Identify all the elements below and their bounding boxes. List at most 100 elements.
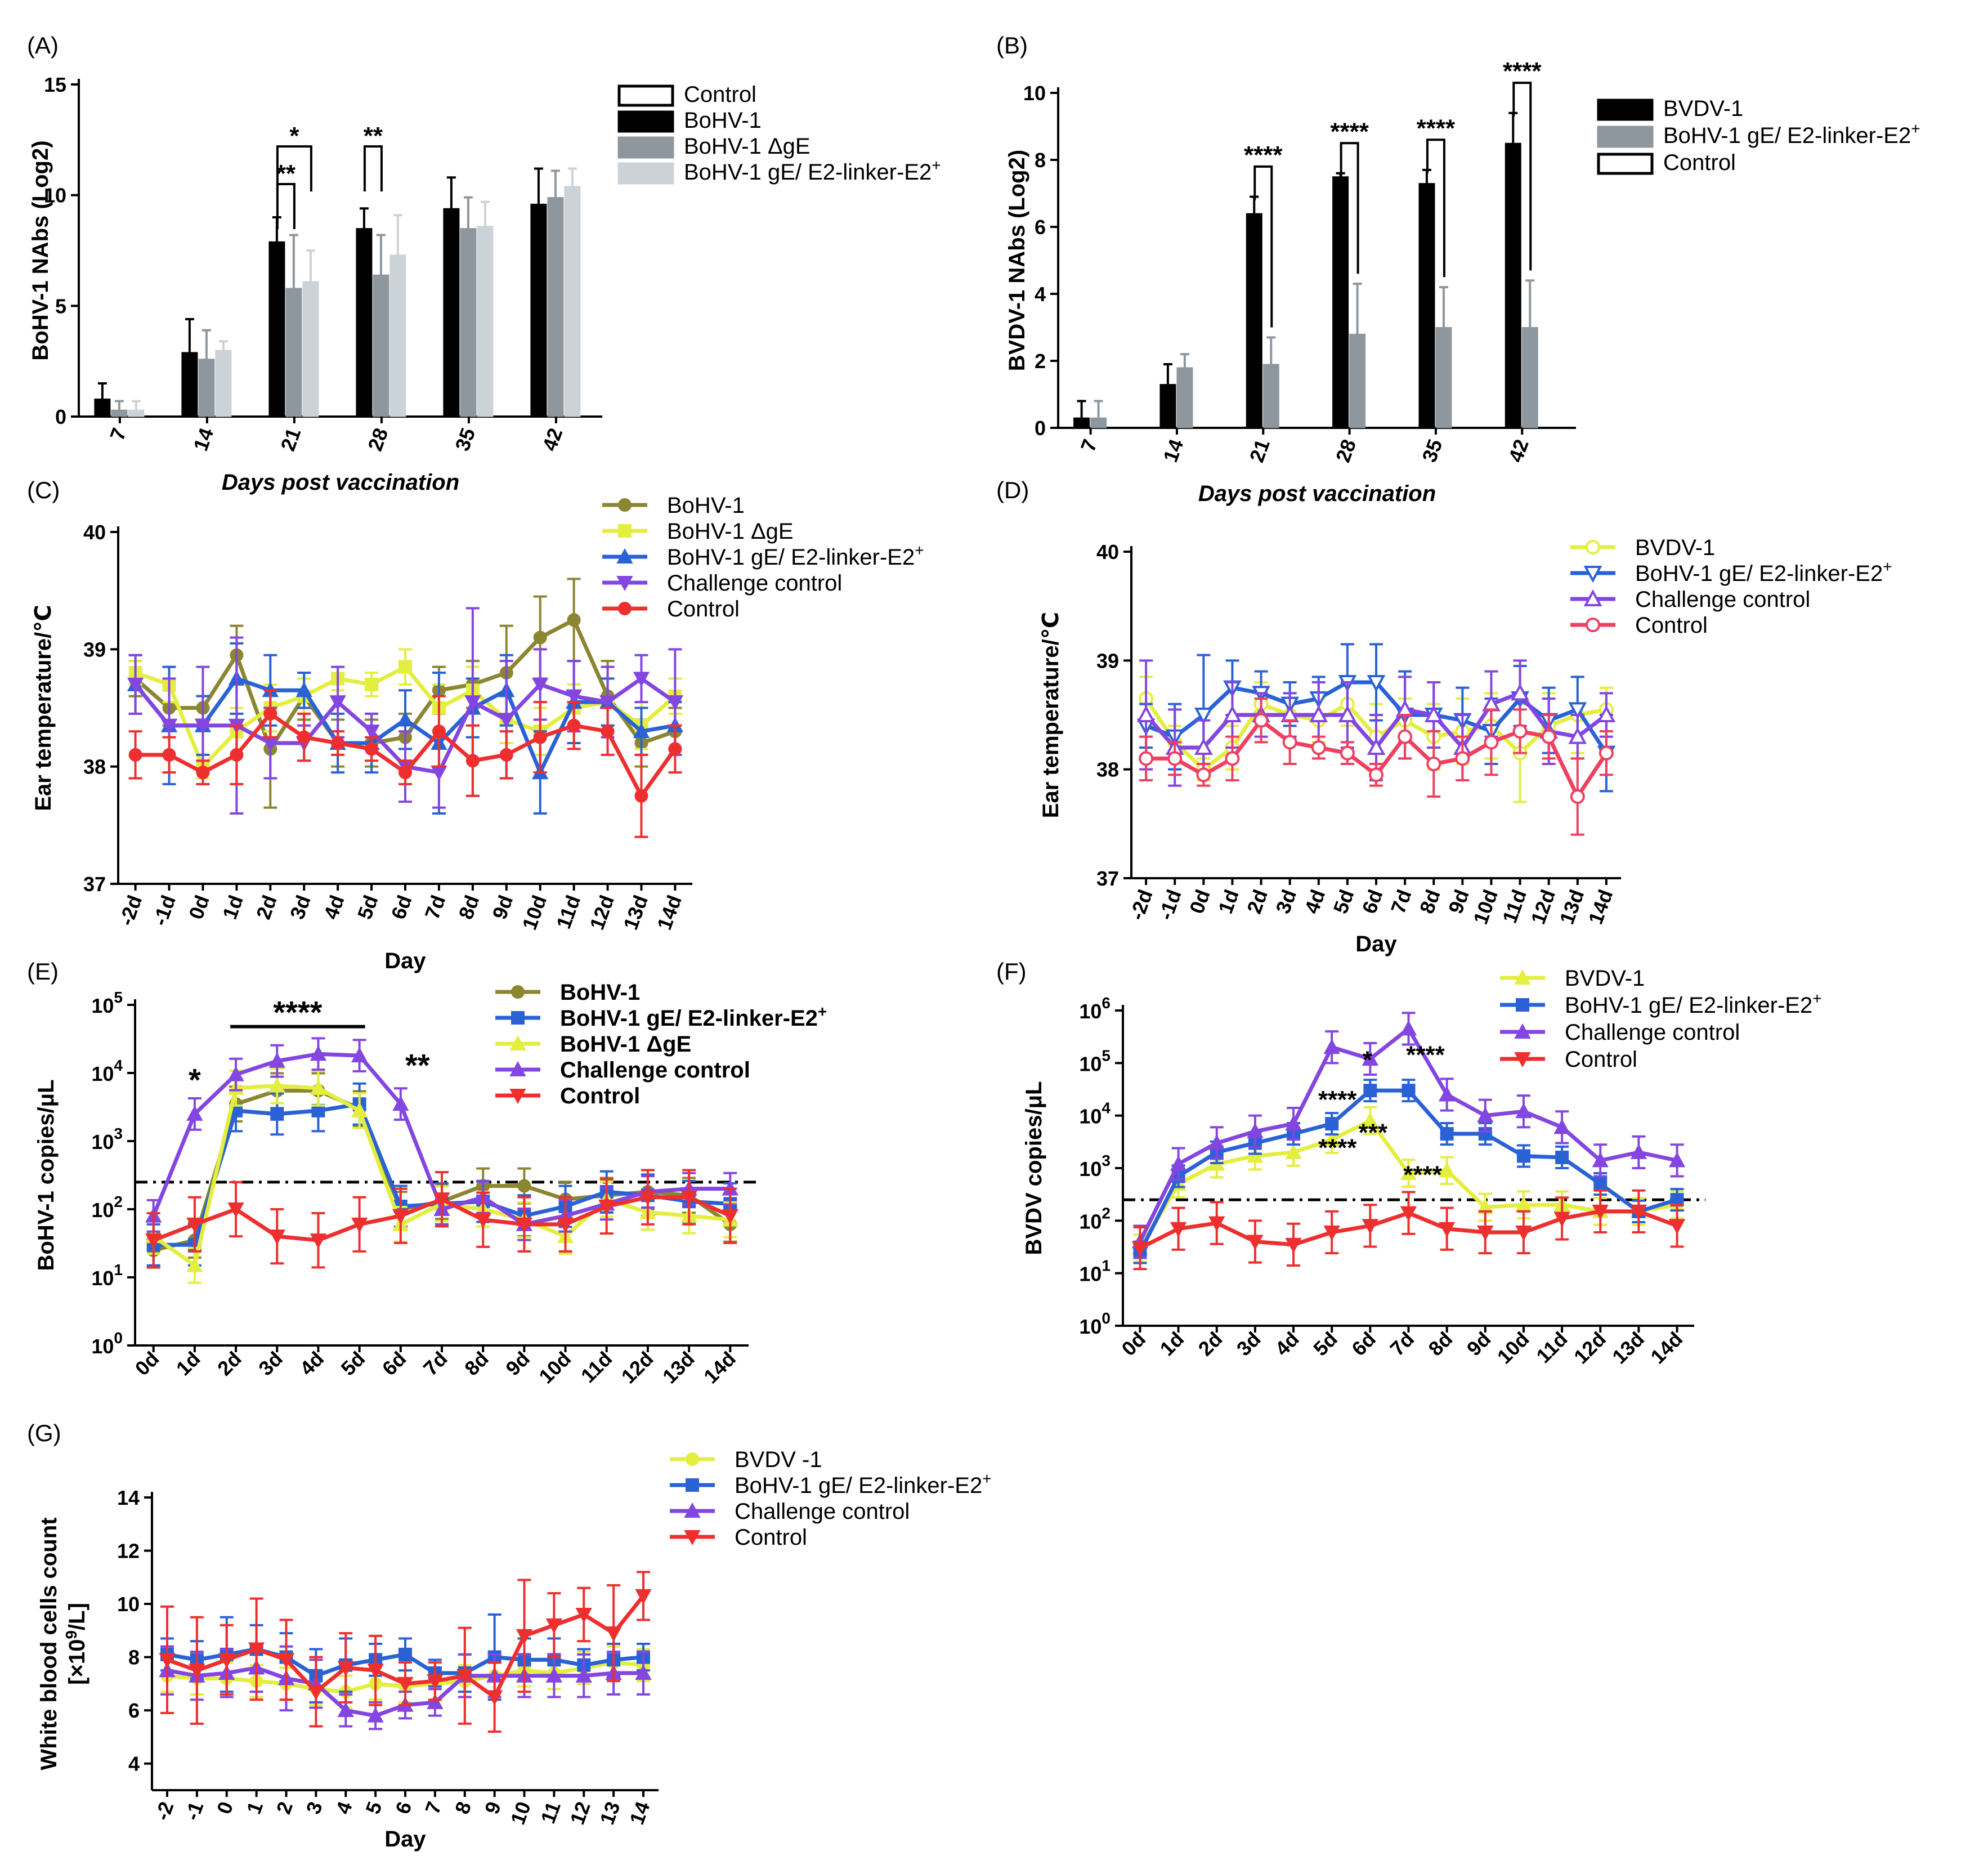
data-point [363,725,380,740]
legend-marker [1514,1052,1531,1068]
significance-label: ** [276,160,296,187]
data-point [1438,1222,1456,1237]
data-point [227,1066,244,1081]
y-tick-label: 0 [55,405,66,428]
data-point [668,742,682,756]
x-axis-title: Days post vaccination [222,470,459,495]
x-tick-label: 1d [172,1347,205,1380]
data-point [270,1107,284,1121]
series [159,1571,652,1733]
data-point [268,1077,285,1093]
y-tick-label: 5 [55,294,66,318]
x-tick-label: 9d [501,1347,534,1380]
x-tick-label: 2d [1242,887,1272,917]
data-point [263,707,277,721]
bar [1332,176,1349,428]
x-tick-label: 14d [1584,887,1618,927]
x-tick-label: 21 [1245,436,1274,466]
x-tick-label: 21 [276,425,305,454]
data-point [601,725,615,739]
significance-label: ** [364,122,383,150]
data-point [1592,1204,1609,1220]
x-tick-label: 10d [1493,1327,1534,1369]
bar [285,288,302,417]
x-tick-label: 5d [353,892,383,923]
bar [198,359,215,417]
x-tick-label: -2d [1125,887,1157,923]
significance-bracket: **** [1503,57,1542,271]
y-axis-title: Ear temperature/℃ [31,605,56,811]
legend-item: BoHV-1 [495,980,640,1005]
legend-marker [1586,618,1600,632]
x-tick-label: 3d [285,892,315,923]
data-point [1247,1235,1264,1250]
data-point [248,1642,265,1658]
data-point [1196,767,1211,783]
legend-label: BoHV-1 ΔgE [667,519,794,544]
data-point [1515,1103,1532,1119]
significance-bracket: **** [1330,118,1369,274]
legend-item: Control [1597,150,1736,175]
data-point [397,1676,414,1693]
data-point [635,1664,652,1680]
x-tick-label: 2d [1194,1327,1227,1361]
data-point [1568,727,1587,744]
x-tick-label: 8d [1424,1327,1457,1361]
y-tick-label: 15 [44,73,66,96]
legend-label: BoHV-1 ΔgE [560,1032,691,1057]
bar [268,241,285,417]
significance-bracket: **** [1244,141,1283,328]
bar [1521,327,1538,428]
x-tick-label: 3 [302,1799,327,1817]
data-point [1512,724,1528,739]
data-point [1511,683,1529,701]
data-point [433,1192,450,1208]
legend-item: BoHV-1 [617,108,762,133]
y-tick-label: 100 [91,1329,123,1358]
data-point [196,766,210,780]
data-point [1630,1143,1647,1159]
y-tick-label: 105 [1079,1047,1111,1075]
y-tick-label: 100 [1079,1309,1111,1338]
panel-label: (A) [27,32,59,59]
data-point [329,695,346,711]
data-point [367,1707,384,1723]
data-point [295,682,312,698]
legend-swatch [617,162,674,185]
x-tick-label: 6d [1347,1327,1380,1361]
x-tick-label: 7d [1385,1327,1418,1361]
series [1131,1189,1686,1271]
legend-item: BoHV-1 [602,493,745,518]
data-point [1194,737,1213,755]
legend-marker [1514,969,1531,985]
legend-label: Challenge control [1565,1020,1740,1045]
data-point [1170,1222,1187,1237]
y-tick-label: 12 [117,1540,140,1563]
x-tick-label: 5d [1329,887,1359,917]
x-tick-label: 8d [460,1347,493,1380]
data-point [399,1647,412,1661]
legend-marker [1583,589,1602,606]
data-point [1131,1241,1149,1257]
data-point [1362,1050,1379,1066]
x-tick-label: 42 [1504,436,1533,466]
x-tick-label: 5 [361,1799,386,1817]
legend-label: Challenge control [1635,587,1810,612]
legend-marker [1516,998,1529,1012]
x-tick-label: 8d [1415,887,1445,917]
legend-label: BVDV-1 [1663,96,1743,121]
legend-label: Control [1565,1047,1637,1072]
data-point [186,1105,203,1121]
y-tick-label: 39 [1096,649,1119,672]
x-tick-label: 5d [1309,1327,1342,1361]
y-tick-label: 101 [1079,1257,1111,1286]
bar [1176,367,1193,428]
data-point [545,1618,563,1634]
data-point [127,677,144,693]
legend-item: Challenge control [670,1499,910,1524]
x-tick-label: 8 [450,1799,476,1817]
x-tick-label: 12d [1569,1327,1610,1369]
x-tick-label: 6 [391,1799,416,1817]
legend-label: Control [735,1525,807,1550]
